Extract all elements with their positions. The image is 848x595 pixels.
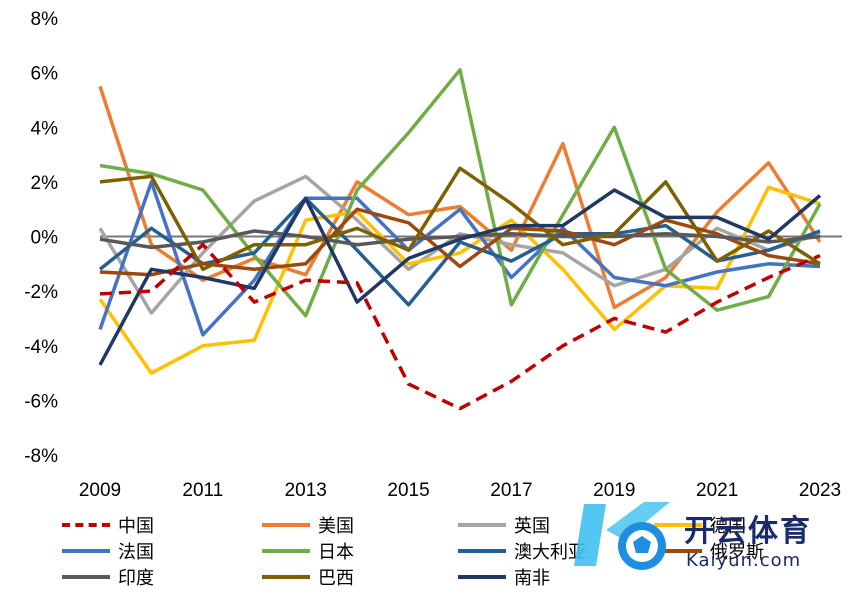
series-line-7 (99, 207, 821, 277)
y-tick-label: -2% (24, 282, 58, 303)
legend-label: 德国 (710, 516, 746, 537)
legend-label: 中国 (118, 516, 154, 537)
x-tick-label: 2023 (799, 480, 841, 501)
legend-label: 英国 (514, 516, 550, 537)
y-tick-label: 0% (31, 228, 59, 249)
legend-label: 南非 (514, 568, 550, 589)
y-axis-tick-labels: 8% 6% 4% 2% 0% -2% -4% -6% -8% (24, 9, 58, 467)
y-tick-label: -6% (24, 391, 58, 412)
legend-label: 法国 (118, 542, 154, 563)
y-tick-label: 6% (31, 64, 59, 85)
legend-swatch (458, 575, 506, 579)
legend-swatch (62, 523, 110, 527)
legend-label: 巴西 (318, 568, 354, 589)
legend-swatch (262, 549, 310, 553)
legend-swatch (654, 549, 702, 553)
legend-swatch (654, 523, 702, 527)
legend-item: 日本 (262, 538, 354, 564)
legend-item: 德国 (654, 512, 746, 538)
legend-swatch (458, 523, 506, 527)
series-line-0 (99, 242, 821, 411)
y-tick-label: 4% (31, 118, 59, 139)
legend-label: 印度 (118, 568, 154, 589)
legend-label: 美国 (318, 516, 354, 537)
series-line-2 (98, 174, 821, 315)
legend-label: 澳大利亚 (514, 542, 586, 563)
legend-swatch (458, 549, 506, 553)
legend-item: 中国 (62, 512, 154, 538)
legend-swatch (262, 523, 310, 527)
legend-item: 印度 (62, 564, 154, 590)
x-tick-label: 2021 (696, 480, 738, 501)
series-line-3 (98, 185, 821, 375)
legend-swatch (62, 575, 110, 579)
legend-item: 澳大利亚 (458, 538, 586, 564)
y-tick-label: -4% (24, 337, 58, 358)
legend-item: 巴西 (262, 564, 354, 590)
x-tick-label: 2017 (490, 480, 532, 501)
legend-label: 日本 (318, 542, 354, 563)
legend-item: 美国 (262, 512, 354, 538)
x-axis-tick-labels: 2009 2011 2013 2015 2017 2019 2021 2023 (79, 480, 841, 501)
legend-item: 英国 (458, 512, 550, 538)
x-tick-label: 2013 (285, 480, 327, 501)
series-lines (98, 68, 822, 411)
series-line-9 (99, 166, 821, 272)
legend-item: 法国 (62, 538, 154, 564)
legend-swatch (262, 575, 310, 579)
x-tick-label: 2019 (593, 480, 635, 501)
legend-item: 南非 (458, 564, 550, 590)
line-chart: 8%6%4%2%0%-2%-4%-6%-8% 2009 2011 2013 2015 2… (24, 9, 842, 501)
series-line-4 (98, 180, 821, 337)
y-tick-label: -8% (24, 446, 58, 467)
series-line-5 (99, 68, 822, 318)
legend-item: 俄罗斯 (654, 538, 764, 564)
x-tick-label: 2011 (182, 480, 223, 501)
chart-legend: 中国 美国 英国 德国法国 日本 澳大利亚 俄罗斯印度 巴西 南非 (62, 512, 842, 592)
legend-swatch (62, 549, 110, 553)
legend-label: 俄罗斯 (710, 542, 764, 563)
x-tick-label: 2009 (79, 480, 121, 501)
series-line-10 (98, 188, 822, 366)
x-tick-label: 2015 (387, 480, 429, 501)
y-tick-label: 8% (31, 9, 59, 30)
y-tick-label: 2% (31, 173, 59, 194)
